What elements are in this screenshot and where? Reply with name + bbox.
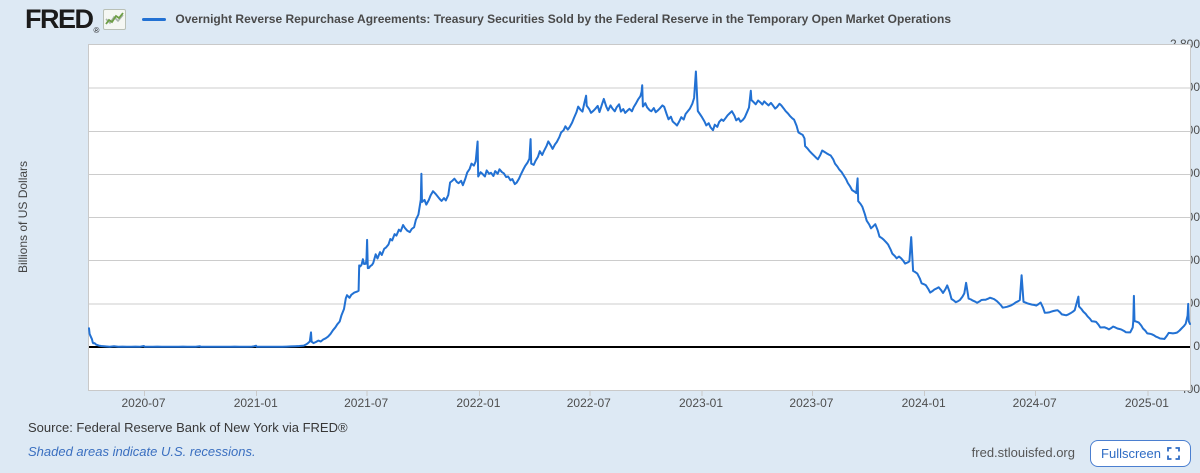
x-tick-label: 2025-01 xyxy=(1124,396,1169,410)
site-url-text: fred.stlouisfed.org xyxy=(971,445,1075,460)
fullscreen-button-label: Fullscreen xyxy=(1101,446,1161,461)
y-tick-label: 0 xyxy=(1193,338,1200,353)
fred-sparkline-icon xyxy=(103,8,127,30)
source-text: Source: Federal Reserve Bank of New York… xyxy=(28,420,348,435)
fred-logo-registered-mark: ® xyxy=(93,26,100,35)
series-legend-marker xyxy=(142,17,167,21)
fullscreen-icon xyxy=(1167,447,1180,460)
x-tick-label: 2021-07 xyxy=(344,396,389,410)
x-tick-label: 2024-07 xyxy=(1012,396,1057,410)
x-tick-label: 2020-07 xyxy=(121,396,166,410)
fullscreen-button[interactable]: Fullscreen xyxy=(1090,440,1191,467)
y-axis-title: Billions of US Dollars xyxy=(16,160,30,273)
chart-plot-area[interactable] xyxy=(88,44,1191,396)
series-legend-label: Overnight Reverse Repurchase Agreements:… xyxy=(175,12,952,26)
x-tick-label: 2022-01 xyxy=(456,396,501,410)
x-tick-label: 2023-07 xyxy=(789,396,834,410)
x-tick-label: 2021-01 xyxy=(233,396,278,410)
x-tick-label: 2022-07 xyxy=(566,396,611,410)
recession-note-link[interactable]: Shaded areas indicate U.S. recessions. xyxy=(28,444,256,459)
fred-logo[interactable]: FRED xyxy=(25,3,94,34)
chart-header: FRED ® Overnight Reverse Repurchase Agre… xyxy=(0,0,1200,38)
x-tick-label: 2024-01 xyxy=(901,396,946,410)
x-tick-label: 2023-01 xyxy=(678,396,724,410)
